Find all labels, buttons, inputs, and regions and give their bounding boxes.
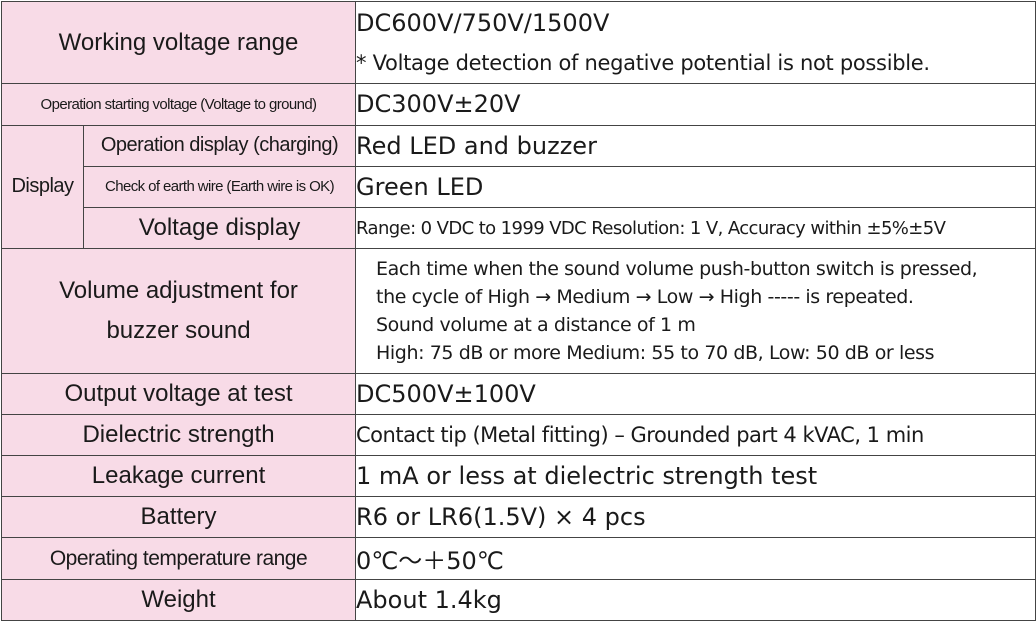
operation-starting-voltage-label: Operation starting voltage (Voltage to g… bbox=[0, 83, 357, 126]
volume-adjustment-line-2: the cycle of High → Medium → Low → High … bbox=[376, 285, 914, 308]
battery-value: R6 or LR6(1.5V) × 4 pcs bbox=[355, 496, 1036, 539]
working-voltage-label: Working voltage range bbox=[0, 0, 357, 85]
display-operation-value: Red LED and buzzer bbox=[355, 124, 1036, 167]
display-label: Display bbox=[1, 124, 84, 250]
row-display-operation: Display Operation display (charging) Red… bbox=[1, 124, 1036, 250]
working-voltage-value-cell: DC600V/750V/1500V * Voltage detection of… bbox=[355, 0, 1036, 85]
operating-temperature-label: Operating temperature range bbox=[0, 537, 357, 580]
volume-adjustment-line-4: High: 75 dB or more Medium: 55 to 70 dB,… bbox=[376, 341, 935, 364]
volume-adjustment-label-cell: Volume adjustment for buzzer sound bbox=[0, 248, 357, 374]
display-earth-wire-label: Check of earth wire (Earth wire is OK) bbox=[82, 165, 357, 208]
row-display-earth-wire: Check of earth wire (Earth wire is OK) G… bbox=[2, 165, 1036, 208]
row-weight: Weight About 1.4kg bbox=[0, 578, 1036, 622]
weight-value: About 1.4kg bbox=[355, 578, 1036, 622]
dielectric-strength-value: Contact tip (Metal fitting) – Grounded p… bbox=[355, 413, 1036, 457]
operating-temperature-value: 0℃～＋50℃ bbox=[355, 537, 1036, 580]
volume-adjustment-line-3: Sound volume at a distance of 1 m bbox=[376, 313, 696, 336]
display-operation-label: Operation display (charging) bbox=[82, 124, 357, 167]
working-voltage-note: * Voltage detection of negative potentia… bbox=[356, 50, 931, 75]
row-volume-adjustment: Volume adjustment for buzzer sound Each … bbox=[0, 248, 1036, 374]
weight-label: Weight bbox=[0, 578, 357, 622]
display-voltage-value: Range: 0 VDC to 1999 VDC Resolution: 1 V… bbox=[355, 206, 1036, 250]
row-leakage-current: Leakage current 1 mA or less at dielectr… bbox=[0, 455, 1036, 498]
output-voltage-label: Output voltage at test bbox=[0, 372, 357, 415]
volume-adjustment-value-cell: Each time when the sound volume push-but… bbox=[355, 248, 1036, 374]
dielectric-strength-label: Dielectric strength bbox=[0, 413, 357, 457]
leakage-current-value: 1 mA or less at dielectric strength test bbox=[355, 455, 1036, 498]
volume-adjustment-label-line2: buzzer sound bbox=[106, 316, 251, 344]
battery-label: Battery bbox=[0, 496, 357, 539]
row-display-voltage: Voltage display Range: 0 VDC to 1999 VDC… bbox=[2, 206, 1036, 250]
operation-starting-voltage-value: DC300V±20V bbox=[355, 83, 1036, 126]
leakage-current-label: Leakage current bbox=[0, 455, 357, 498]
row-output-voltage: Output voltage at test DC500V±100V bbox=[0, 372, 1036, 415]
row-operating-temperature: Operating temperature range 0℃～＋50℃ bbox=[0, 537, 1036, 580]
row-operation-starting-voltage: Operation starting voltage (Voltage to g… bbox=[0, 83, 1036, 126]
display-voltage-label: Voltage display bbox=[82, 206, 357, 250]
row-battery: Battery R6 or LR6(1.5V) × 4 pcs bbox=[0, 496, 1036, 539]
working-voltage-value: DC600V/750V/1500V bbox=[356, 8, 610, 37]
volume-adjustment-line-1: Each time when the sound volume push-but… bbox=[376, 257, 978, 280]
display-earth-wire-value: Green LED bbox=[355, 165, 1036, 208]
row-dielectric-strength: Dielectric strength Contact tip (Metal f… bbox=[0, 413, 1036, 457]
output-voltage-value: DC500V±100V bbox=[355, 372, 1036, 415]
row-working-voltage: Working voltage range DC600V/750V/1500V … bbox=[0, 0, 1036, 85]
volume-adjustment-label-line1: Volume adjustment for bbox=[59, 276, 298, 304]
